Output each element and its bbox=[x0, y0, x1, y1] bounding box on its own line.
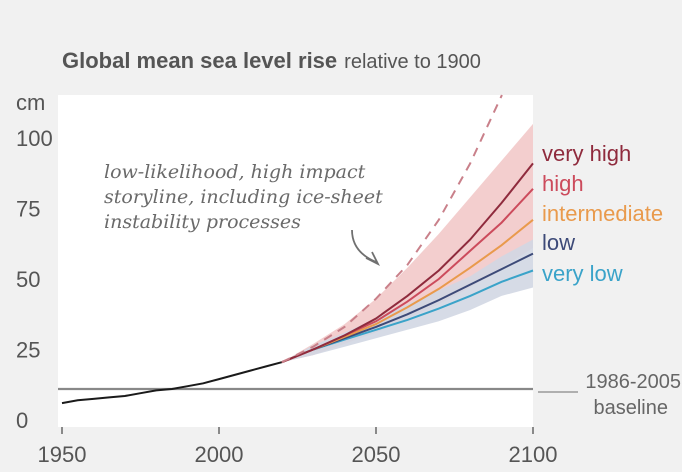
observed-line bbox=[61, 361, 283, 405]
storyline-annotation-line-2: storyline, including ice-sheet bbox=[104, 186, 383, 208]
chart-subtitle: relative to 1900 bbox=[344, 51, 481, 73]
projection-lines bbox=[281, 162, 534, 364]
baseline-label-line-1: 1986-2005 bbox=[585, 371, 681, 393]
legend-label-high: high bbox=[542, 171, 584, 196]
y-tick-label: 25 bbox=[16, 338, 40, 363]
legend: very high high intermediate low very low bbox=[542, 141, 663, 286]
baseline-group bbox=[58, 387, 578, 393]
x-axis-ticks: 1950 2000 2050 2100 bbox=[38, 427, 558, 467]
series-line-very-high bbox=[281, 162, 534, 364]
x-tick-label: 2050 bbox=[352, 442, 401, 467]
storyline-dashed-line bbox=[281, 94, 503, 364]
y-tick-label: 50 bbox=[16, 267, 40, 292]
storyline-annotation-line-3: instability processes bbox=[104, 211, 301, 233]
chart-title-main: Global mean sea level rise bbox=[62, 48, 337, 73]
legend-label-very-high: very high bbox=[542, 141, 631, 166]
x-tick-label: 2100 bbox=[509, 442, 558, 467]
band-low bbox=[281, 239, 533, 363]
legend-label-very-low: very low bbox=[542, 261, 623, 286]
y-tick-label: 75 bbox=[16, 197, 40, 222]
y-tick-label: 0 bbox=[16, 408, 28, 433]
chart-title: Global mean sea level rise relative to 19… bbox=[62, 48, 481, 73]
y-axis-ticks: 0 25 50 75 100 bbox=[16, 126, 53, 433]
baseline-label-line-2: baseline bbox=[593, 397, 668, 419]
annotation-arrowhead bbox=[365, 251, 381, 267]
x-tick-label: 1950 bbox=[38, 442, 87, 467]
legend-label-intermediate: intermediate bbox=[542, 201, 663, 226]
legend-label-low: low bbox=[542, 230, 575, 255]
observed-group bbox=[61, 361, 283, 405]
y-tick-label: 100 bbox=[16, 126, 53, 151]
x-tick-label: 2000 bbox=[195, 442, 244, 467]
storyline-annotation-line-1: low-likelihood, high impact bbox=[104, 161, 366, 183]
y-axis-unit: cm bbox=[16, 90, 45, 115]
storyline-group bbox=[281, 94, 503, 364]
